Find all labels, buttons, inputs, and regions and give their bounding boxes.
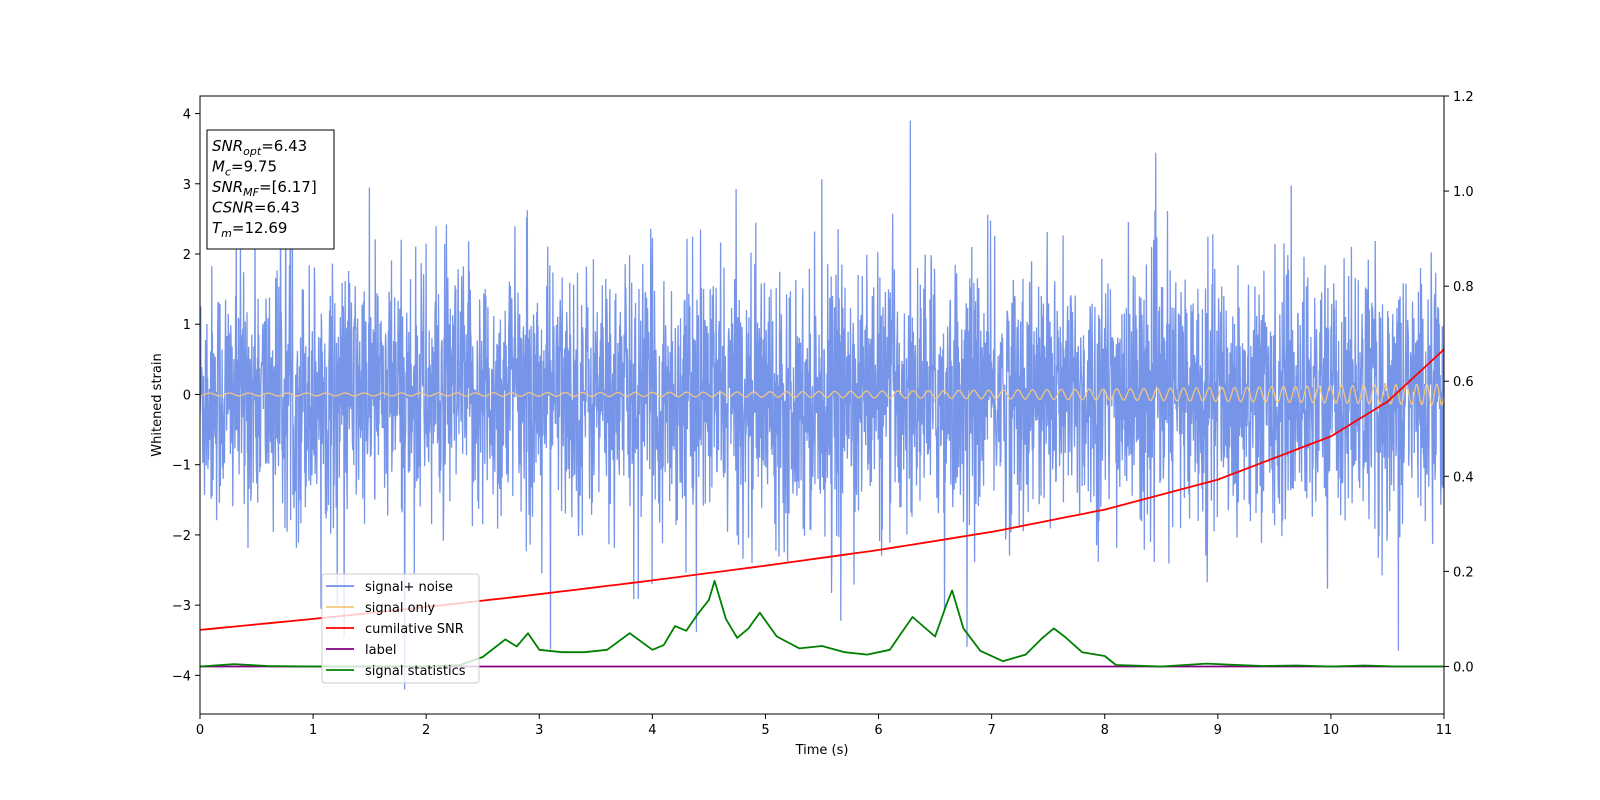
- stats-line: Tm=12.69: [212, 219, 287, 240]
- y-left-tick-label: −2: [172, 529, 191, 544]
- x-tick-label: 9: [1214, 723, 1222, 738]
- legend-label: label: [365, 643, 396, 658]
- y-left-tick-label: 2: [183, 248, 191, 263]
- legend-label: signal statistics: [365, 664, 466, 679]
- y-left-tick-label: −4: [172, 669, 191, 684]
- y-right-tick-label: 0.2: [1453, 565, 1474, 580]
- x-tick-label: 8: [1101, 723, 1109, 738]
- stats-line: SNRMF=[6.17]: [212, 178, 317, 199]
- y-left-tick-label: 4: [183, 108, 191, 123]
- y-left-tick-label: 0: [183, 388, 191, 403]
- legend: signal+ noise signal only cumilative SNR la…: [321, 573, 480, 684]
- x-tick-label: 0: [196, 723, 204, 738]
- y-left-tick-label: 3: [183, 178, 191, 193]
- legend-label: signal only: [365, 601, 435, 616]
- y-right-tick-label: 1.0: [1453, 185, 1474, 200]
- y-axis-left: −4 −3 −2 −1 0 1 2 3 4: [172, 108, 200, 684]
- x-tick-label: 2: [422, 723, 430, 738]
- legend-label: cumilative SNR: [365, 622, 464, 637]
- x-tick-label: 10: [1323, 723, 1340, 738]
- y-left-tick-label: 1: [183, 318, 191, 333]
- x-axis-label: Time (s): [795, 743, 849, 758]
- plot-frame: [199, 95, 1445, 715]
- y-right-tick-label: 0.6: [1453, 375, 1474, 390]
- series-signal-only: [200, 383, 1444, 406]
- legend-frame: [321, 573, 480, 684]
- y-right-tick-label: 1.2: [1453, 90, 1474, 105]
- y-right-tick-label: 0.0: [1453, 660, 1474, 675]
- signal-statistics-line: [200, 580, 1444, 668]
- stats-line: Mc=9.75: [212, 158, 277, 179]
- x-tick-label: 3: [535, 723, 543, 738]
- y-axis-right: 0.0 0.2 0.4 0.6 0.8 1.0 1.2: [1444, 90, 1474, 675]
- x-tick-label: 6: [874, 723, 882, 738]
- y-right-tick-label: 0.4: [1453, 470, 1474, 485]
- signal-only-line: [200, 383, 1444, 406]
- x-tick-label: 11: [1436, 723, 1453, 738]
- series-signal-plus-noise: [200, 120, 1444, 690]
- stats-box-frame: [206, 129, 335, 250]
- x-tick-label: 1: [309, 723, 317, 738]
- y-right-tick-label: 0.8: [1453, 280, 1474, 295]
- y-axis-label: Whitened strain: [150, 353, 165, 456]
- y-left-tick-label: −1: [172, 459, 191, 474]
- legend-label: signal+ noise: [365, 580, 453, 595]
- x-tick-label: 5: [761, 723, 769, 738]
- x-axis: 0 1 2 3 4 5 6 7 8 9 10 11: [196, 714, 1452, 738]
- signal-plus-noise-line: [200, 120, 1444, 690]
- x-tick-label: 4: [648, 723, 656, 738]
- y-left-tick-label: −3: [172, 599, 191, 614]
- x-tick-label: 7: [987, 723, 995, 738]
- stats-line: CSNR=6.43: [212, 199, 300, 217]
- stats-line: SNRopt=6.43: [212, 137, 307, 158]
